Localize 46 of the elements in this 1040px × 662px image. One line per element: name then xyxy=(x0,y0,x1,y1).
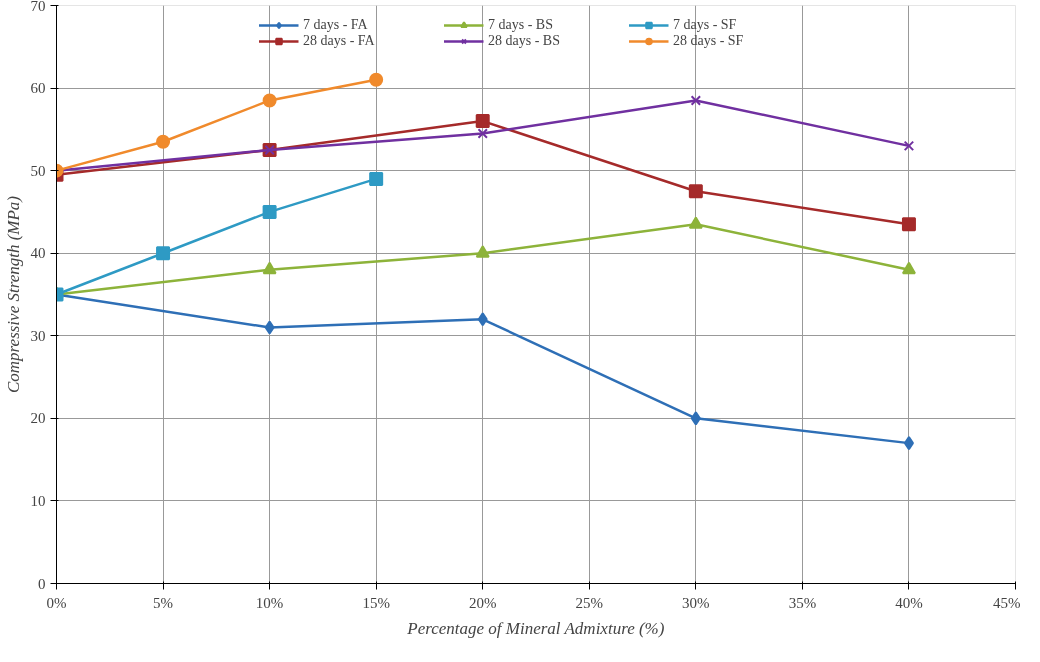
point xyxy=(690,411,701,426)
x-axis-title: Percentage of Mineral Admixture (%) xyxy=(406,618,665,638)
y-tick-label: 20 xyxy=(30,410,46,427)
x-tick-label: 25% xyxy=(575,594,604,611)
x-tick-label: 10% xyxy=(255,594,284,611)
point xyxy=(156,246,171,261)
point xyxy=(903,140,915,152)
point xyxy=(262,261,277,275)
y-tick-label: 30 xyxy=(30,327,46,344)
point xyxy=(477,312,488,327)
legend-label: 28 days - SF xyxy=(673,33,745,49)
y-tick-label: 0 xyxy=(38,575,46,592)
point xyxy=(688,184,703,199)
y-tick-label: 10 xyxy=(30,492,46,509)
point xyxy=(369,171,384,186)
y-axis-title: Compressive Strength (MPa) xyxy=(3,195,23,394)
x-tick-label: 30% xyxy=(682,594,710,611)
point xyxy=(901,261,916,275)
y-tick-label: 70 xyxy=(30,0,46,14)
legend-label: 7 days - FA xyxy=(303,17,369,33)
point xyxy=(690,95,702,106)
point xyxy=(475,114,490,129)
legend-label: 28 days - FA xyxy=(303,33,376,49)
x-tick-label: 20% xyxy=(468,594,497,611)
y-tick-label: 50 xyxy=(30,162,46,179)
point xyxy=(477,128,488,139)
point xyxy=(264,320,275,335)
y-tick-label: 40 xyxy=(30,245,46,262)
legend-label: 28 days - BS xyxy=(488,33,561,49)
x-tick-label: 45% xyxy=(993,594,1021,611)
x-tick-label: 35% xyxy=(788,594,817,611)
point xyxy=(688,216,703,229)
x-tick-label: 5% xyxy=(153,594,174,611)
x-tick-label: 15% xyxy=(362,594,390,611)
legend-label: 7 days - BS xyxy=(488,17,554,33)
point xyxy=(901,217,916,232)
point xyxy=(475,245,490,258)
point xyxy=(262,204,277,219)
point xyxy=(369,72,384,87)
x-tick-label: 40% xyxy=(895,594,923,611)
point xyxy=(262,93,277,108)
legend-label: 7 days - SF xyxy=(673,17,738,33)
y-tick-label: 60 xyxy=(30,80,46,97)
point xyxy=(156,134,171,149)
point xyxy=(903,436,914,451)
x-tick-label: 0% xyxy=(46,594,67,611)
